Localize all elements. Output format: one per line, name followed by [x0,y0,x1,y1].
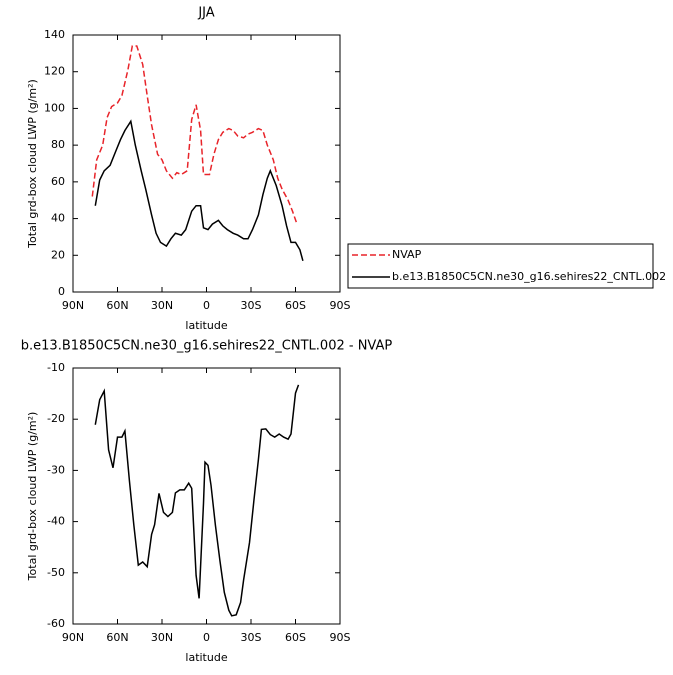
data-line [91,45,298,225]
y-tick-label: -50 [47,566,65,579]
data-line [94,119,304,261]
y-tick-label: 100 [44,101,65,114]
x-tick-label: 60N [106,299,128,312]
x-axis-label: latitude [185,651,227,664]
plot-frame [72,34,341,293]
y-tick-label: 60 [51,175,65,188]
x-tick-label: 0 [203,631,210,644]
legend-label: b.e13.B1850C5CN.ne30_g16.sehires22_CNTL.… [392,270,666,283]
y-axis-label: Total grd-box cloud LWP (g/m²) [26,412,39,582]
x-axis-label: latitude [185,319,227,332]
x-tick-label: 0 [203,299,210,312]
chart-title: JJA [197,6,214,21]
x-tick-label: 60S [285,631,306,644]
x-tick-label: 60S [285,299,306,312]
chart-title: b.e13.B1850C5CN.ne30_g16.sehires22_CNTL.… [21,339,393,354]
plot-frame [72,367,341,625]
y-axis-label: Total grd-box cloud LWP (g/m²) [26,79,39,249]
y-tick-label: 120 [44,65,65,78]
y-tick-label: 80 [51,138,65,151]
x-tick-label: 30N [151,299,173,312]
y-tick-label: -30 [47,463,65,476]
y-tick-label: -60 [47,617,65,630]
x-tick-label: 30S [241,299,262,312]
x-tick-label: 30S [241,631,262,644]
y-tick-label: 140 [44,28,65,41]
y-tick-label: -40 [47,515,65,528]
legend-label: NVAP [392,248,422,261]
y-tick-label: -10 [47,361,65,374]
data-line [94,384,300,617]
y-tick-label: 20 [51,248,65,261]
y-tick-label: -20 [47,412,65,425]
y-tick-label: 40 [51,212,65,225]
x-tick-label: 90N [62,299,84,312]
x-tick-label: 90S [330,631,351,644]
x-tick-label: 90N [62,631,84,644]
x-tick-label: 90S [330,299,351,312]
x-tick-label: 30N [151,631,173,644]
legend-box [347,243,654,289]
x-tick-label: 60N [106,631,128,644]
y-tick-label: 0 [58,285,65,298]
